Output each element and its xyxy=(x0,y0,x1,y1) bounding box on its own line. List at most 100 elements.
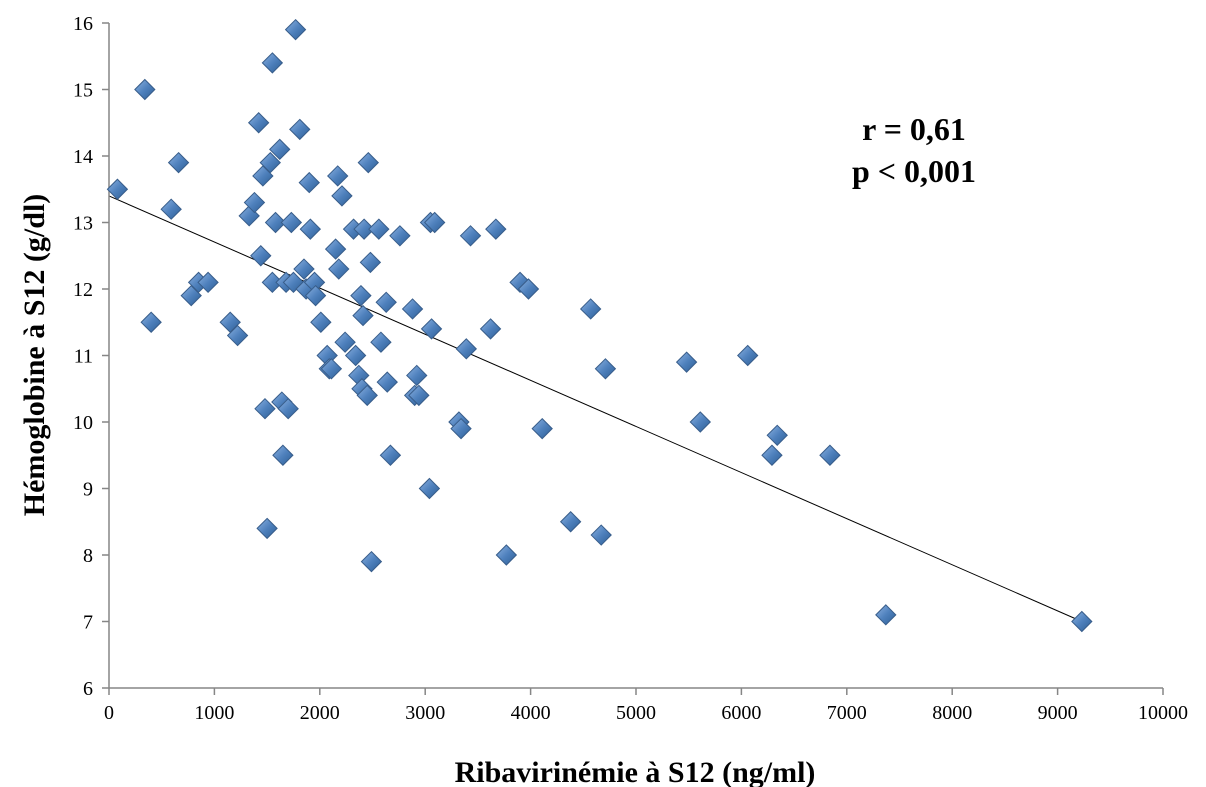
data-point xyxy=(284,18,307,41)
data-point xyxy=(320,358,343,380)
data-point xyxy=(479,318,502,340)
y-tick-label: 6 xyxy=(83,678,93,700)
data-point xyxy=(376,371,398,393)
data-point xyxy=(579,298,602,320)
data-point xyxy=(495,544,518,566)
data-point xyxy=(590,524,612,546)
p-value-annotation: p < 0,001 xyxy=(852,153,976,189)
x-tick-label: 4000 xyxy=(511,702,551,724)
data-point xyxy=(344,344,367,367)
data-point xyxy=(324,238,347,260)
data-point xyxy=(160,198,182,220)
data-point xyxy=(875,604,897,626)
data-point xyxy=(360,550,383,573)
y-tick-label: 14 xyxy=(73,146,93,168)
data-point xyxy=(353,218,375,240)
data-point xyxy=(450,417,472,440)
data-point xyxy=(408,384,430,407)
data-point xyxy=(675,351,698,373)
data-point xyxy=(197,271,219,294)
y-axis-title: Hémoglobine à S12 (g/dl) xyxy=(18,194,51,517)
data-point xyxy=(819,444,841,466)
data-point xyxy=(310,311,332,333)
data-point xyxy=(531,417,553,440)
data-point xyxy=(375,291,397,314)
correlation-annotation: r = 0,61 xyxy=(862,111,966,147)
data-point xyxy=(256,517,278,540)
data-point xyxy=(331,185,353,207)
x-axis-title: Ribavirinémie à S12 (ng/ml) xyxy=(455,756,816,787)
x-tick-label: 1000 xyxy=(194,702,234,724)
data-point xyxy=(247,112,270,134)
data-point xyxy=(356,384,378,407)
data-point xyxy=(293,258,315,280)
data-point xyxy=(254,397,276,420)
data-point xyxy=(250,245,272,267)
data-point xyxy=(352,304,374,327)
data-point xyxy=(277,397,299,420)
x-tick-label: 3000 xyxy=(405,702,445,724)
data-point xyxy=(389,225,411,247)
data-point xyxy=(357,151,379,174)
data-point xyxy=(289,118,311,141)
data-point xyxy=(1071,610,1093,633)
y-tick-label: 16 xyxy=(73,13,93,35)
data-point xyxy=(264,211,287,234)
y-tick-label: 9 xyxy=(83,479,93,501)
data-point xyxy=(517,278,540,300)
data-point xyxy=(423,211,446,234)
data-point xyxy=(737,344,759,367)
data-point xyxy=(272,444,294,466)
data-point xyxy=(420,318,443,340)
data-point xyxy=(259,151,281,174)
x-tick-label: 0 xyxy=(104,702,114,724)
y-tick-label: 15 xyxy=(73,80,93,102)
trendline xyxy=(108,195,1083,622)
data-point xyxy=(328,258,350,280)
data-point xyxy=(359,251,382,274)
data-point xyxy=(368,218,390,240)
data-point xyxy=(418,477,441,500)
data-point xyxy=(379,444,402,466)
data-point xyxy=(455,338,478,360)
data-point xyxy=(485,218,507,240)
y-tick-label: 7 xyxy=(83,612,93,634)
data-point xyxy=(269,138,291,161)
x-tick-label: 7000 xyxy=(827,702,867,724)
x-tick-label: 10000 xyxy=(1138,702,1188,724)
data-point xyxy=(766,424,788,447)
y-tick-label: 12 xyxy=(73,279,93,301)
data-point xyxy=(350,284,372,307)
x-tick-label: 9000 xyxy=(1038,702,1078,724)
data-point xyxy=(559,511,582,533)
data-point xyxy=(280,211,303,234)
y-tick-label: 10 xyxy=(73,412,93,434)
data-point xyxy=(140,311,162,333)
data-point xyxy=(459,225,482,247)
data-point xyxy=(243,191,266,214)
data-point xyxy=(304,284,327,307)
data-point xyxy=(298,171,320,194)
data-point xyxy=(134,78,156,101)
y-tick-label: 11 xyxy=(74,346,93,368)
data-point xyxy=(299,218,322,240)
data-point xyxy=(406,364,428,387)
data-point xyxy=(167,151,190,174)
data-point xyxy=(226,324,249,347)
data-point xyxy=(261,52,284,74)
x-tick-label: 8000 xyxy=(932,702,972,724)
data-point xyxy=(327,165,349,187)
data-point xyxy=(761,444,783,466)
data-point xyxy=(689,411,712,433)
y-tick-label: 8 xyxy=(83,545,93,567)
data-point xyxy=(106,178,129,200)
x-tick-label: 6000 xyxy=(721,702,761,724)
data-point xyxy=(401,298,424,320)
data-point xyxy=(370,331,392,353)
x-tick-label: 5000 xyxy=(616,702,656,724)
x-tick-label: 2000 xyxy=(300,702,340,724)
data-point xyxy=(334,331,356,353)
data-point xyxy=(594,358,617,380)
y-tick-label: 13 xyxy=(73,213,93,235)
